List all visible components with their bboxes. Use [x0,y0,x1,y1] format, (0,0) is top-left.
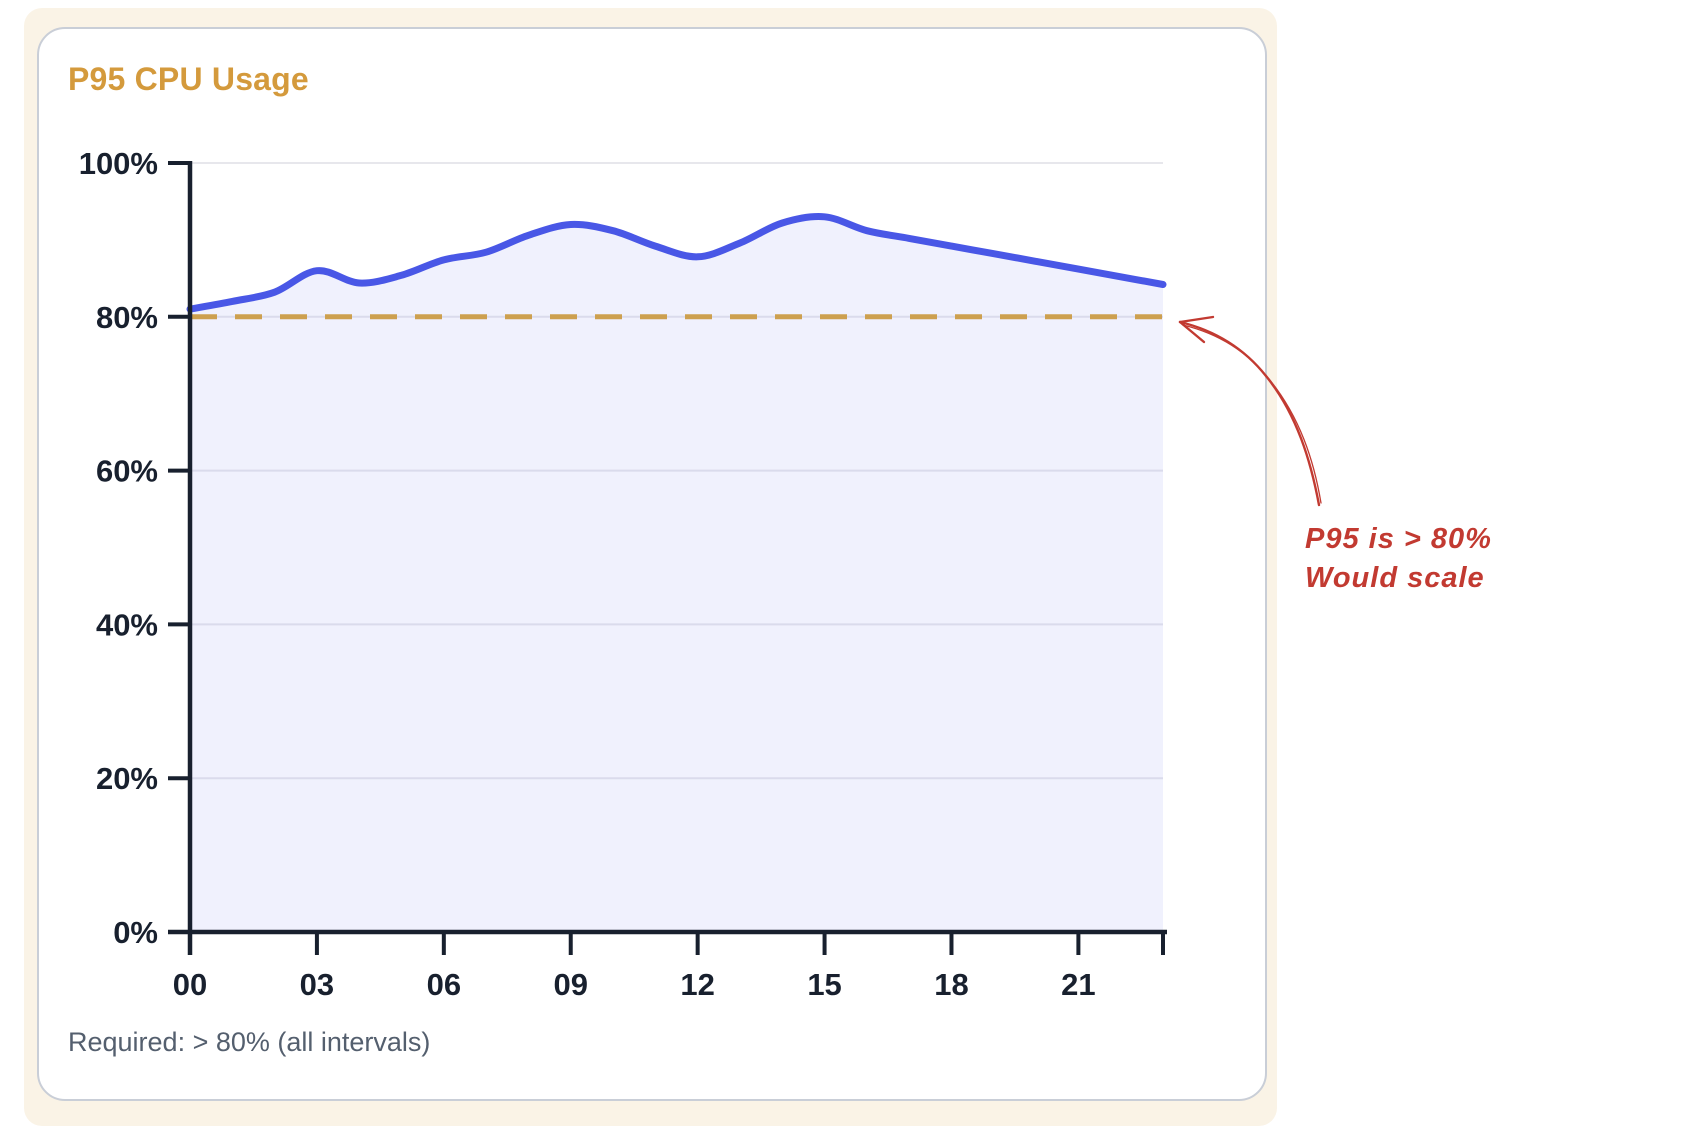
annotation-line-1: P95 is > 80% [1305,523,1492,555]
annotation-note: P95 is > 80% Would scale [1305,520,1492,598]
chart-title: P95 CPU Usage [68,61,309,97]
requirement-caption: Required: > 80% (all intervals) [68,1027,431,1057]
annotation-line-2: Would scale [1305,562,1485,595]
cpu-usage-card: P95 CPU Usage Required: > 80% (all inter… [37,27,1267,1101]
